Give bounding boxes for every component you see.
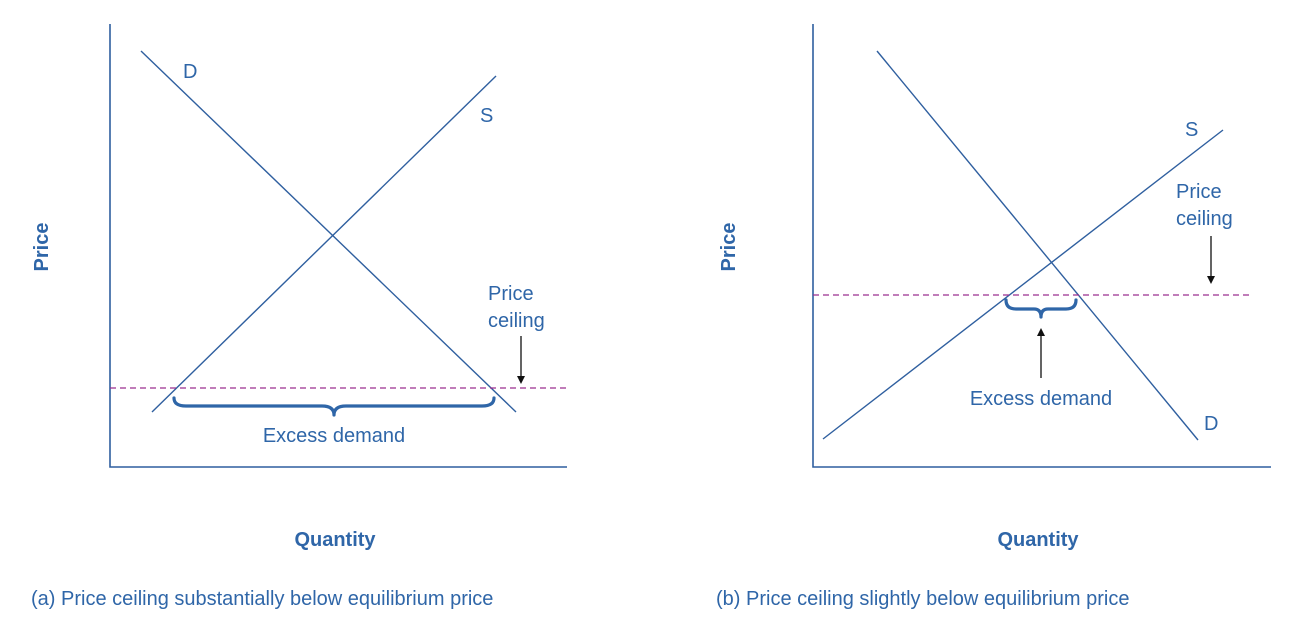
panel-a-supply-curve — [151, 75, 497, 413]
panel-a-excess-demand-brace — [172, 396, 496, 417]
panel-a-caption: (a) Price ceiling substantially below eq… — [31, 588, 493, 610]
panel-b-supply-curve — [822, 129, 1224, 440]
panel-a-ceiling-label-line1: Price — [488, 283, 534, 305]
panel-b-axes — [812, 24, 1271, 468]
panel-b-caption: (b) Price ceiling slightly below equilib… — [716, 588, 1130, 610]
panel-a-ceiling-label-line2: ceiling — [488, 310, 545, 332]
panel-a-demand-label: D — [183, 61, 197, 83]
panel-b-excess-demand-label: Excess demand — [970, 388, 1112, 410]
panel-b-excess-demand-brace — [1004, 298, 1078, 319]
panel-b-ceiling-label-line1: Price — [1176, 181, 1222, 203]
panel-b-demand-curve — [876, 50, 1199, 441]
panel-a-axes — [109, 24, 567, 468]
panel-a-y-axis-label: Price — [31, 223, 53, 272]
panel-a-excess-demand-label: Excess demand — [263, 425, 405, 447]
panel-b-y-axis-label: Price — [718, 223, 740, 272]
panel-a-supply-label: S — [480, 105, 493, 127]
panel-a-x-axis-label: Quantity — [294, 529, 376, 551]
panel-b-demand-label: D — [1204, 413, 1218, 435]
panel-a-demand-curve — [140, 50, 517, 413]
panel-a: D S Price ceiling Excess demand Price Qu… — [31, 24, 567, 610]
panel-b: S D Price ceiling Excess demand Price Qu… — [716, 24, 1271, 610]
panel-b-x-axis-label: Quantity — [997, 529, 1079, 551]
panel-b-ceiling-label-line2: ceiling — [1176, 208, 1233, 230]
panel-b-supply-label: S — [1185, 119, 1198, 141]
